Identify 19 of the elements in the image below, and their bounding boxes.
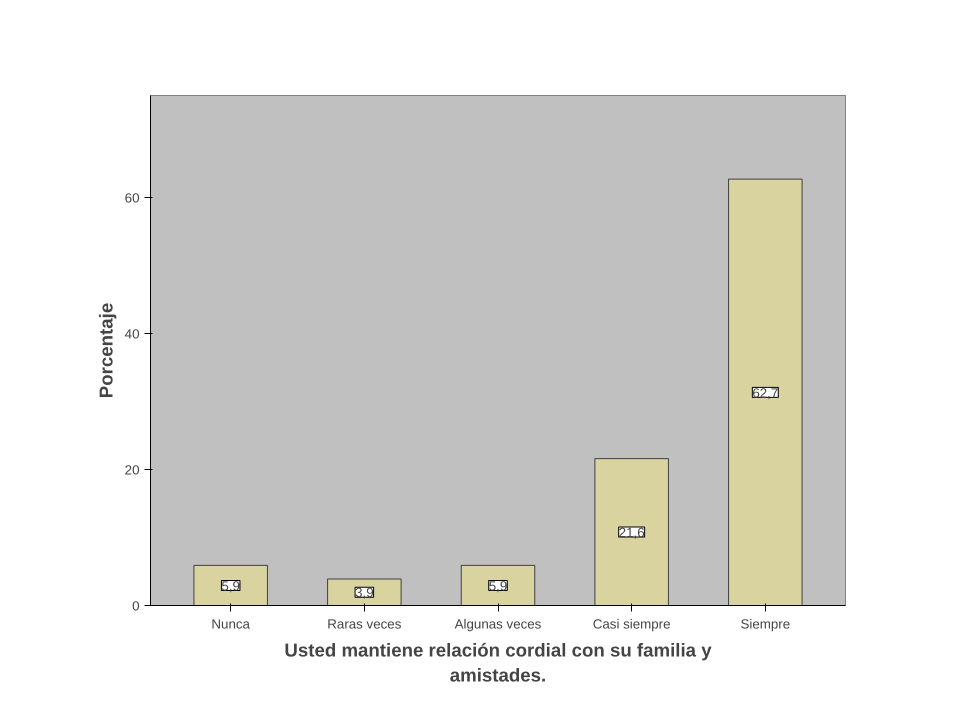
bar: [728, 178, 803, 606]
y-tick-label: 60: [124, 190, 140, 206]
y-tick-label: 20: [124, 462, 140, 478]
bar: [460, 564, 536, 606]
x-tick-label: Raras veces: [327, 616, 402, 632]
y-tick-label: 0: [132, 598, 140, 614]
x-tick-label: Nunca: [211, 616, 251, 632]
bar: [594, 458, 669, 606]
x-axis-title: Usted mantiene relación cordial con su familia y amistades.: [284, 640, 712, 686]
bar: [193, 564, 268, 606]
x-tick-label: Casi siempre: [592, 616, 671, 632]
y-tick-label: 40: [124, 326, 140, 342]
y-axis-title: Porcentaje: [96, 302, 117, 398]
bar: [327, 578, 402, 606]
x-tick-label: Algunas veces: [454, 616, 542, 632]
data-label: 21,6: [618, 525, 645, 540]
x-tick-label: Siempre: [740, 616, 790, 632]
data-label: 3,9: [355, 585, 374, 600]
data-label: 5,9: [221, 578, 240, 594]
